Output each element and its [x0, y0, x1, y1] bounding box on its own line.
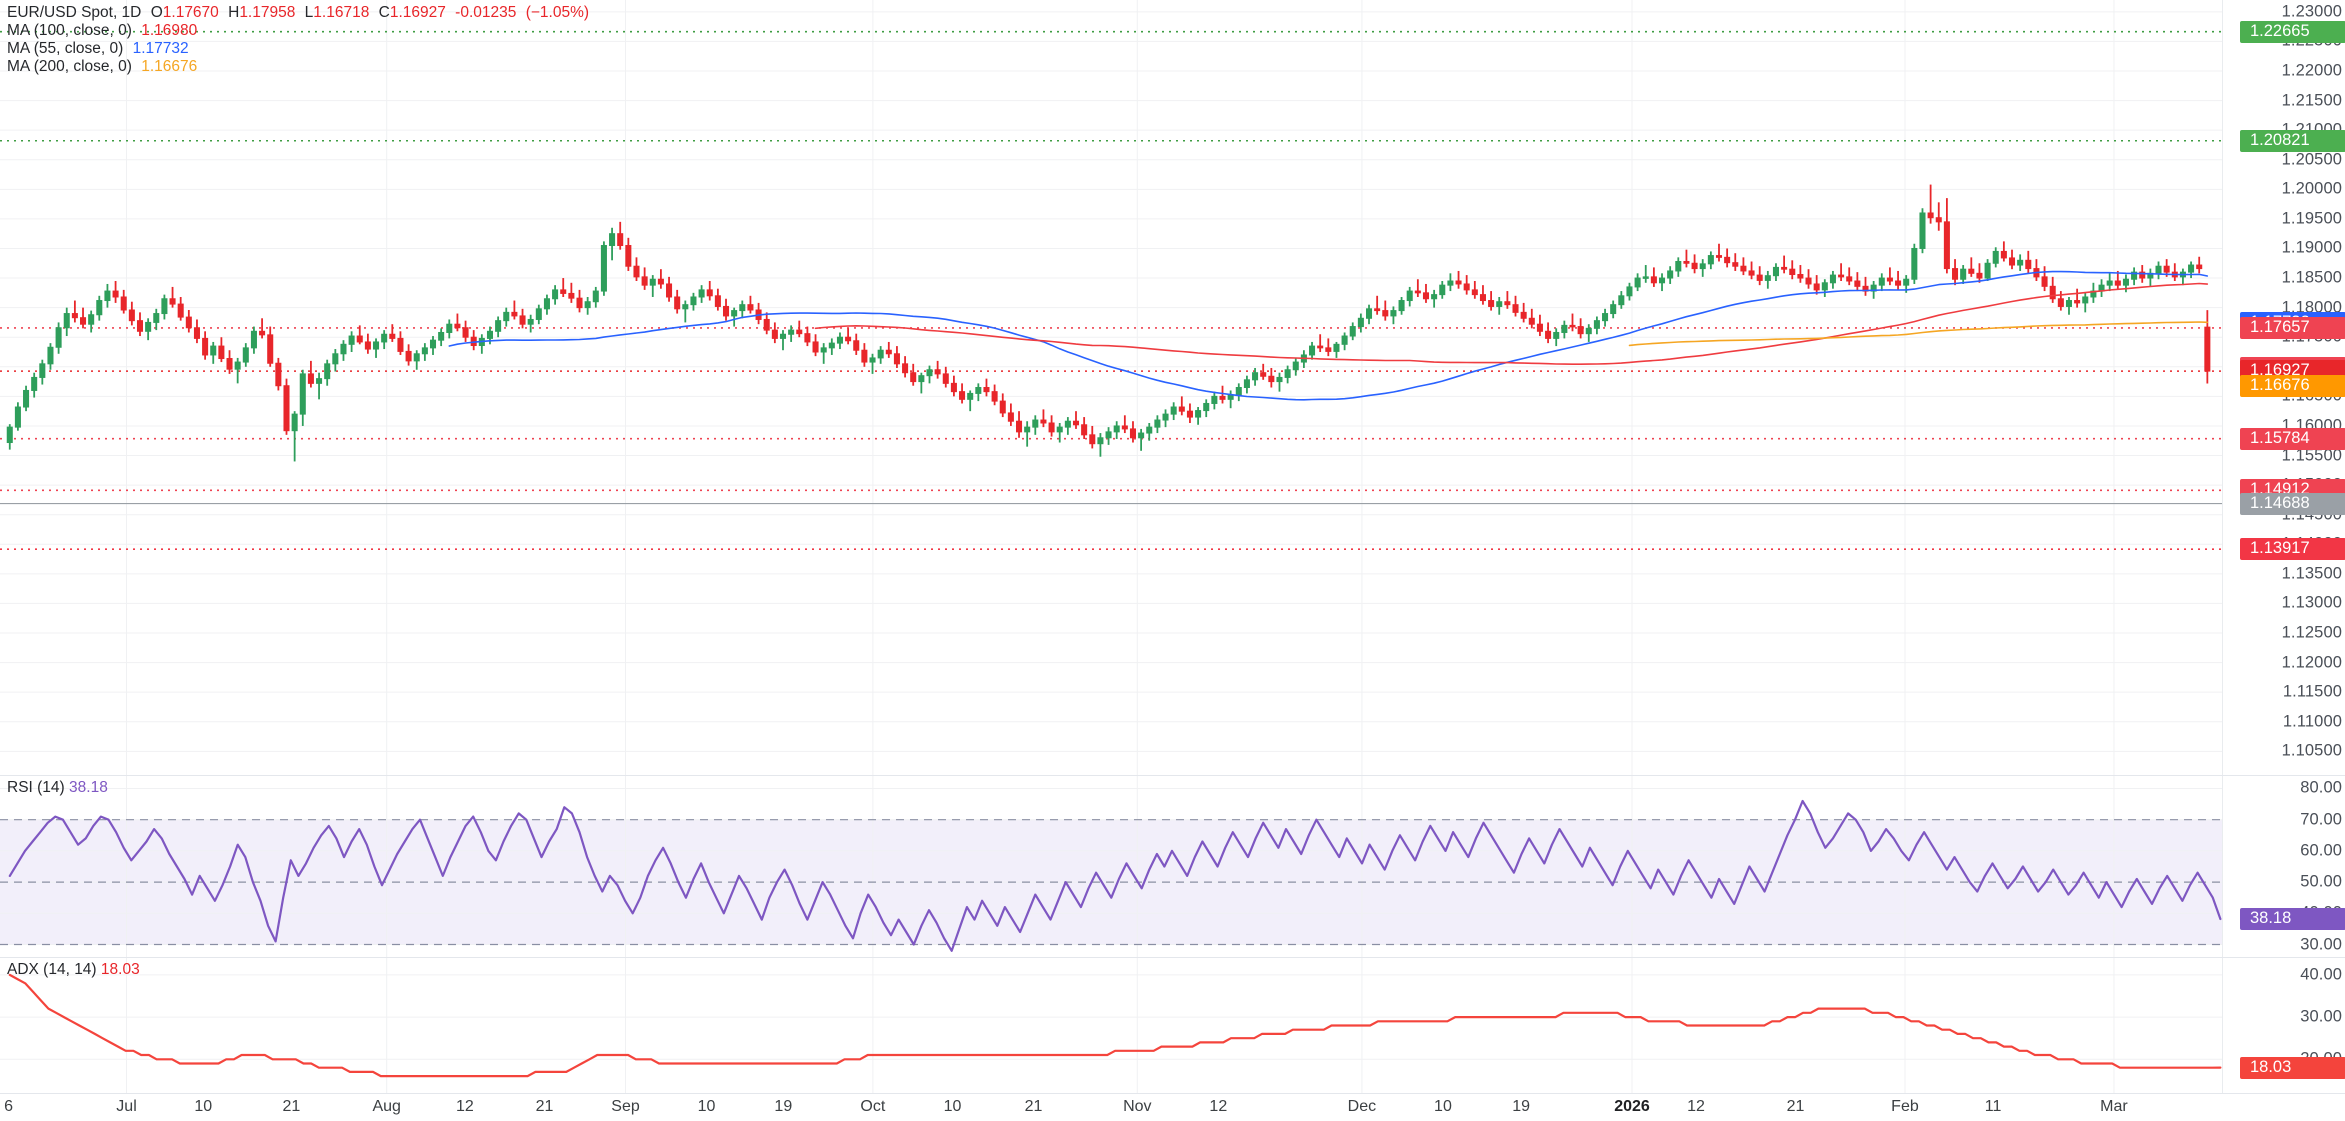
ma55-legend[interactable]: MA (55, close, 0) 1.17732 — [7, 40, 189, 58]
price-tick-label: 1.12500 — [2281, 623, 2342, 642]
price-tick-label: 1.19000 — [2281, 238, 2342, 257]
price-tick-label: 1.11000 — [2282, 712, 2342, 731]
high-value: 1.17958 — [239, 4, 296, 21]
change-value: -0.01235 — [455, 4, 517, 21]
support-tag-1[interactable]: 1.15784 — [2240, 427, 2345, 450]
ma100-value: 1.16980 — [141, 22, 198, 39]
time-tick-label: Oct — [860, 1098, 886, 1115]
low-value: 1.16718 — [313, 4, 370, 21]
price-tick-label: 1.13000 — [2281, 593, 2342, 612]
time-tick-label: 19 — [1512, 1098, 1531, 1115]
time-tick-label: 2026 — [1614, 1098, 1650, 1115]
ma100-legend[interactable]: MA (100, close, 0) 1.16980 — [7, 22, 197, 40]
adx-tick-label: 30.00 — [2300, 1007, 2342, 1026]
adx-tick-label: 40.00 — [2300, 965, 2342, 984]
resistance-marker[interactable]: 1.20821 — [2240, 129, 2345, 152]
price-tick-label: 1.20000 — [2281, 179, 2342, 198]
time-tick-label: 10 — [697, 1098, 716, 1115]
symbol-label: EUR/USD Spot, 1D — [7, 4, 142, 21]
neutral-tag[interactable]: 1.14688 — [2240, 492, 2345, 515]
time-tick-label: Nov — [1123, 1098, 1152, 1115]
time-axis[interactable]: 6 Jul 10 21 Aug 12 21 Sep 10 19 Oct 10 21 Nov 12 Dec 10 1… — [0, 1093, 2345, 1121]
ma200-value: 1.16676 — [141, 58, 198, 75]
close-prefix: C — [378, 4, 390, 21]
time-tick-label: Mar — [2100, 1098, 2128, 1115]
ma200-legend[interactable]: MA (200, close, 0) 1.16676 — [7, 58, 197, 76]
rsi-legend[interactable]: RSI (14) 38.18 — [7, 779, 108, 797]
price-tick-label: 1.23000 — [2281, 2, 2342, 21]
rsi-tick-label: 70.00 — [2300, 810, 2342, 829]
time-tick-label: Dec — [1347, 1098, 1377, 1115]
time-tick-label: 6 — [4, 1098, 13, 1115]
rsi-value-tag[interactable]: 38.18 — [2240, 907, 2345, 930]
time-tick-label: 11 — [1984, 1098, 2002, 1115]
open-prefix: O — [150, 4, 163, 21]
ma55-label: MA (55, close, 0) — [7, 40, 124, 57]
price-tick-label: 1.19500 — [2281, 209, 2342, 228]
time-tick-label: 21 — [282, 1098, 301, 1115]
price-axis[interactable]: 1.230001.225001.220001.215001.210001.205… — [2222, 0, 2345, 775]
rsi-chart-svg — [0, 776, 2222, 957]
ma200-label: MA (200, close, 0) — [7, 58, 132, 75]
rsi-tick-label: 80.00 — [2300, 778, 2342, 797]
low-prefix: L — [304, 4, 314, 21]
price-pane[interactable]: 1.230001.225001.220001.215001.210001.205… — [0, 0, 2345, 775]
adx-label: ADX (14, 14) — [7, 961, 97, 978]
adx-plot-area[interactable] — [0, 958, 2222, 1094]
price-tick-label: 1.22000 — [2281, 61, 2342, 80]
high-marker[interactable]: 1.22665 — [2240, 20, 2345, 43]
price-tick-label: 1.12000 — [2281, 653, 2342, 672]
change-percent: (−1.05%) — [525, 4, 590, 21]
adx-value-tag[interactable]: 18.03 — [2240, 1056, 2345, 1079]
price-tick-label: 1.18000 — [2281, 298, 2342, 317]
time-tick-label: Feb — [1891, 1098, 1919, 1115]
time-tick-label: 10 — [194, 1098, 213, 1115]
time-tick-label: 19 — [774, 1098, 793, 1115]
support-tag-3[interactable]: 1.13917 — [2240, 538, 2345, 561]
rsi-label: RSI (14) — [7, 779, 65, 796]
high-prefix: H — [228, 4, 240, 21]
close-value: 1.16927 — [389, 4, 446, 21]
price-tick-label: 1.20500 — [2281, 150, 2342, 169]
price-tick-label: 1.18500 — [2281, 268, 2342, 287]
symbol-legend: EUR/USD Spot, 1D O1.17670 H1.17958 L1.16… — [7, 4, 589, 22]
price-tick-label: 1.11500 — [2282, 682, 2342, 701]
rsi-tick-label: 60.00 — [2300, 841, 2342, 860]
open-value: 1.17670 — [162, 4, 219, 21]
rsi-plot-area[interactable] — [0, 776, 2222, 958]
time-tick-label: Aug — [372, 1098, 401, 1115]
adx-legend[interactable]: ADX (14, 14) 18.03 — [7, 961, 140, 979]
price-tick-label: 1.13500 — [2281, 564, 2342, 583]
time-tick-label: Sep — [611, 1098, 640, 1115]
price-plot-area[interactable] — [0, 0, 2222, 775]
time-tick-label: 12 — [1209, 1098, 1228, 1115]
time-tick-label: Jul — [116, 1098, 137, 1115]
time-tick-label: 10 — [1434, 1098, 1452, 1115]
level-tag-1[interactable]: 1.17657 — [2240, 316, 2345, 339]
rsi-tick-label: 50.00 — [2300, 872, 2342, 891]
time-tick-label: 21 — [1024, 1098, 1043, 1115]
time-tick-label: 12 — [455, 1098, 474, 1115]
price-chart-svg — [0, 0, 2222, 775]
time-tick-label: 21 — [1786, 1098, 1805, 1115]
time-tick-label: 21 — [535, 1098, 554, 1115]
rsi-value: 38.18 — [69, 779, 108, 796]
adx-value: 18.03 — [100, 961, 140, 978]
time-tick-label: 10 — [943, 1098, 962, 1115]
ma200-tag[interactable]: 1.16676 — [2240, 374, 2345, 397]
price-tick-label: 1.15500 — [2281, 446, 2342, 465]
rsi-tick-label: 30.00 — [2300, 935, 2342, 954]
ma55-value: 1.17732 — [132, 40, 189, 57]
price-tick-label: 1.10500 — [2281, 741, 2342, 760]
ma100-label: MA (100, close, 0) — [7, 22, 132, 39]
price-tick-label: 1.21500 — [2281, 91, 2342, 110]
adx-chart-svg — [0, 958, 2222, 1093]
time-tick-label: 12 — [1687, 1098, 1705, 1115]
